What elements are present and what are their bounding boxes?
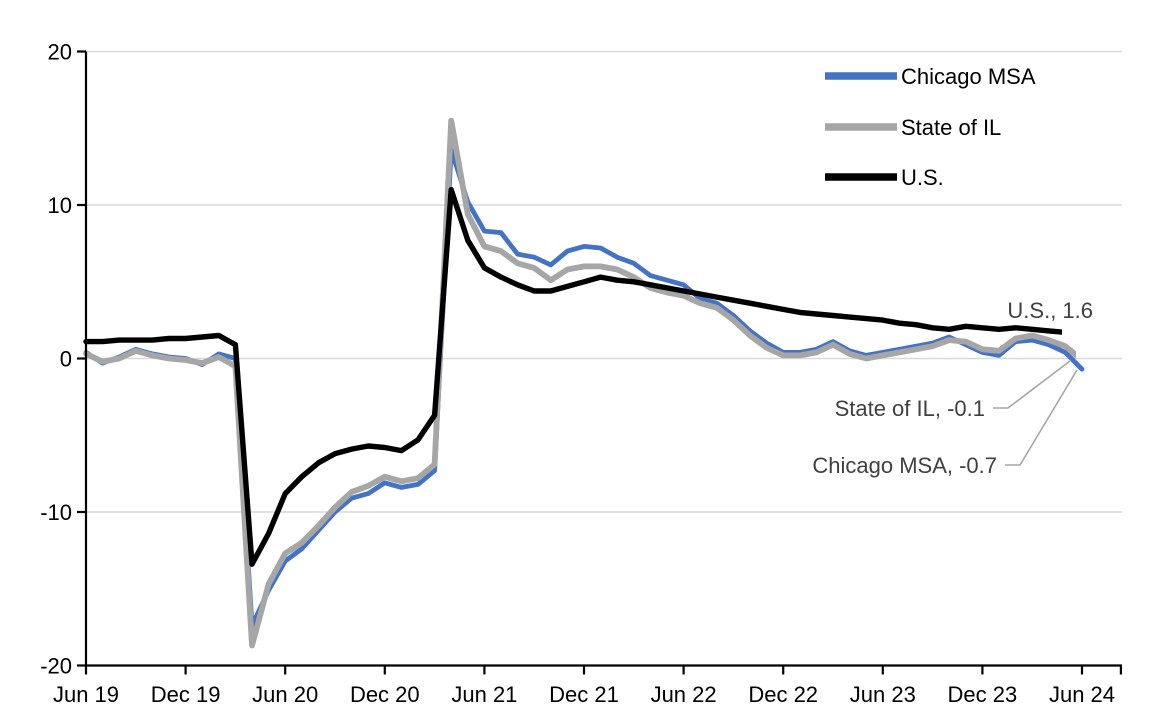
- y-axis-label-10: 10: [48, 193, 72, 218]
- x-axis-label-dec-20: Dec 20: [350, 682, 420, 707]
- y-axis-label-0: 0: [60, 347, 72, 372]
- leader-line-state-of-il: [993, 360, 1071, 409]
- axis-tick-labels: 20 10 0 -10 -20 Jun 19 Dec 19 Jun 20 Dec 20 Jun 2…: [40, 40, 1115, 708]
- x-axis-label-dec-22: Dec 22: [748, 682, 818, 707]
- y-axis-label--10: -10: [40, 500, 72, 525]
- axes: [77, 50, 1123, 675]
- x-axis-label-jun-21: Jun 21: [451, 682, 517, 707]
- legend-label-us: U.S.: [901, 165, 944, 190]
- annotation-us: U.S., 1.6: [1007, 298, 1093, 323]
- legend-item-us: U.S.: [825, 165, 944, 190]
- legend-item-chicago-msa: Chicago MSA: [825, 64, 1036, 89]
- x-axis-label-dec-19: Dec 19: [151, 682, 221, 707]
- x-axis-label-jun-20: Jun 20: [252, 682, 318, 707]
- gridlines: [86, 50, 1122, 513]
- y-axis-label--20: -20: [40, 654, 72, 679]
- legend-label-chicago-msa: Chicago MSA: [901, 64, 1036, 89]
- x-axis-label-dec-23: Dec 23: [948, 682, 1018, 707]
- series-line-state-of-il: [83, 117, 1076, 649]
- x-axis-label-dec-21: Dec 21: [549, 682, 619, 707]
- annotation-leader-lines: [993, 360, 1078, 466]
- y-axis-label-20: 20: [48, 40, 72, 65]
- leader-line-chicago-msa: [1005, 369, 1078, 466]
- annotation-state-of-il: State of IL, -0.1: [835, 396, 985, 421]
- legend-label-state-of-il: State of IL: [901, 115, 1001, 140]
- series-lines: [83, 117, 1085, 649]
- annotations: U.S., 1.6 State of IL, -0.1 Chicago MSA,…: [812, 298, 1093, 478]
- x-axis-label-jun-19: Jun 19: [53, 682, 119, 707]
- x-axis-label-jun-23: Jun 23: [850, 682, 916, 707]
- annotation-chicago-msa: Chicago MSA, -0.7: [812, 453, 997, 478]
- legend: Chicago MSA State of IL U.S.: [825, 64, 1036, 190]
- x-axis-label-jun-22: Jun 22: [651, 682, 717, 707]
- x-axis-label-jun-24: Jun 24: [1049, 682, 1115, 707]
- legend-item-state-of-il: State of IL: [825, 115, 1001, 140]
- series-line-u-s-: [83, 186, 1062, 567]
